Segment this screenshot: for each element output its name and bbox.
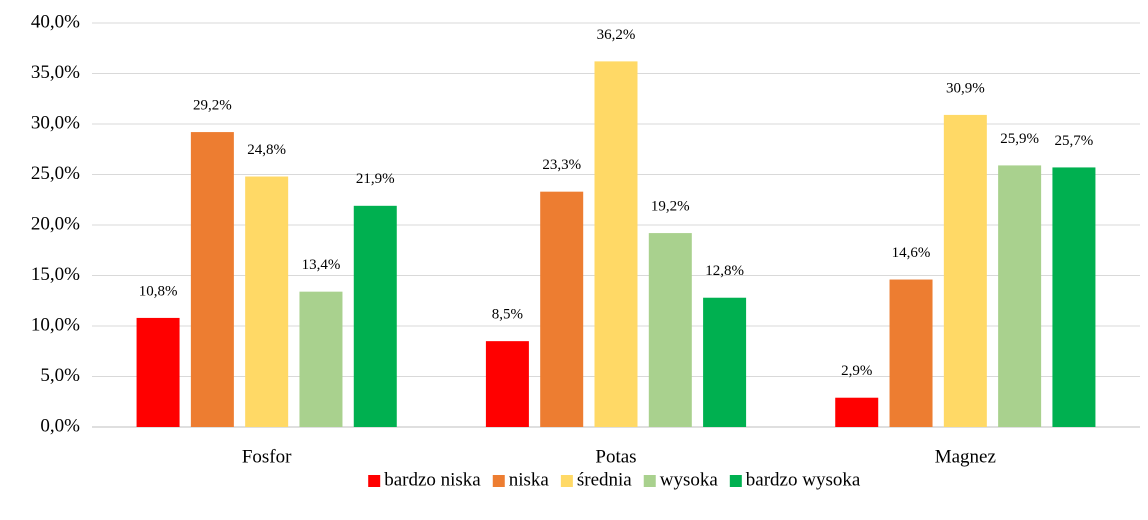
legend-swatch <box>492 475 505 487</box>
legend-swatch <box>643 475 656 487</box>
bar <box>485 341 529 427</box>
value-label: 36,2% <box>597 27 636 43</box>
bar <box>540 191 584 427</box>
bar <box>835 397 879 427</box>
value-label: 12,8% <box>705 263 744 279</box>
y-tick-label: 15,0% <box>31 264 80 285</box>
bar <box>889 279 933 427</box>
legend-label: niska <box>509 469 550 490</box>
bar <box>136 317 180 427</box>
x-tick-label: Magnez <box>935 446 996 467</box>
y-tick-label: 0,0% <box>40 415 80 436</box>
y-tick-label: 35,0% <box>31 62 80 83</box>
value-label: 21,9% <box>356 171 395 187</box>
value-label: 29,2% <box>193 98 232 114</box>
value-label: 24,8% <box>247 142 286 158</box>
bar <box>594 61 638 427</box>
value-label: 8,5% <box>492 307 523 323</box>
y-tick-label: 20,0% <box>31 213 80 234</box>
y-tick-label: 10,0% <box>31 314 80 335</box>
value-label: 30,9% <box>946 80 985 96</box>
value-label: 25,9% <box>1000 131 1039 147</box>
legend-label: bardzo wysoka <box>746 469 861 490</box>
value-label: 2,9% <box>841 363 872 379</box>
value-label: 23,3% <box>542 157 581 173</box>
bar <box>299 291 343 427</box>
bar <box>245 176 289 427</box>
x-tick-label: Fosfor <box>242 446 292 467</box>
legend-swatch <box>368 475 381 487</box>
value-label: 10,8% <box>139 283 178 299</box>
legend-label: bardzo niska <box>384 469 481 490</box>
legend-swatch <box>560 475 573 487</box>
bar <box>648 233 692 427</box>
y-tick-label: 25,0% <box>31 163 80 184</box>
y-tick-label: 40,0% <box>31 11 80 32</box>
y-tick-label: 30,0% <box>31 112 80 133</box>
x-tick-label: Potas <box>595 446 636 467</box>
legend-label: wysoka <box>660 469 719 490</box>
value-label: 19,2% <box>651 199 690 215</box>
bar <box>943 114 987 427</box>
legend-label: średnia <box>577 469 632 490</box>
bar <box>353 205 397 427</box>
bar <box>998 165 1042 427</box>
value-label: 13,4% <box>302 257 341 273</box>
bar <box>1052 167 1096 427</box>
value-label: 25,7% <box>1055 133 1094 149</box>
bar <box>190 132 234 427</box>
value-label: 14,6% <box>892 245 931 261</box>
bar <box>703 297 747 427</box>
y-tick-label: 5,0% <box>40 365 80 386</box>
legend-swatch <box>729 475 742 487</box>
